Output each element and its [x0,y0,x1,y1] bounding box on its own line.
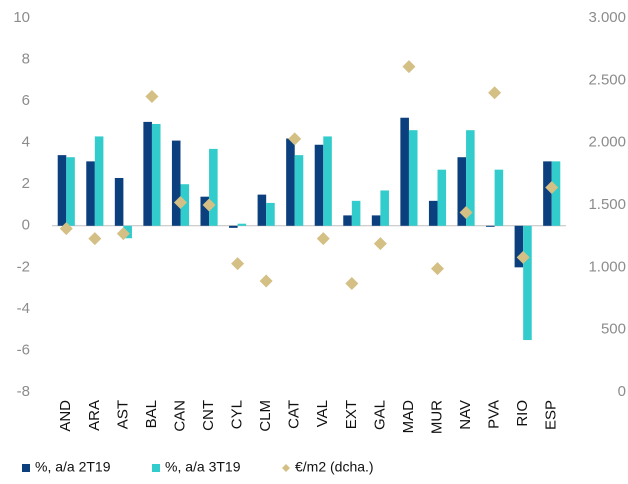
bar [229,225,238,228]
x-tick-label: AND [57,400,74,432]
bar [466,130,475,226]
bar [294,155,304,226]
x-tick-label: BAL [143,400,160,428]
diamond [202,198,216,212]
y-tick-label: -6 [17,341,30,358]
bar [114,177,124,226]
x-tick-label: CNT [200,400,217,431]
bar [209,148,218,226]
x-tick-label: CLM [257,400,274,432]
bar [314,144,324,226]
diamond [231,257,245,271]
bar [257,194,267,226]
y2-tick-label: 2.500 [588,71,626,88]
bar [86,161,95,226]
x-tick-label: CYL [229,400,246,429]
y-tick-label: -4 [17,300,30,317]
y2-tick-label: 1.000 [588,258,626,275]
x-tick-label: PVA [486,400,503,429]
bar [237,223,247,226]
diamond [373,237,387,251]
legend-label: %, a/a 3T19 [165,459,241,475]
x-tick-label: GAL [371,400,388,430]
bar [323,136,332,226]
y2-tick-label: 0 [618,383,626,400]
diamond [174,196,187,210]
bar [494,169,504,226]
x-tick-label: NAV [457,400,474,430]
legend-swatch [22,464,30,472]
x-tick-label: AST [114,400,131,429]
y2-tick-label: 2.000 [588,134,626,151]
diamond [316,232,330,246]
bar [66,157,75,226]
bar [266,202,275,226]
x-tick-label: MUR [428,400,445,434]
bar [286,138,295,226]
diamond [88,232,102,246]
x-tick-label: ARA [86,400,103,431]
bar [457,157,467,226]
diamond [259,274,273,288]
bar [437,169,447,226]
diamond [545,181,559,195]
bar [380,190,389,226]
bar [151,123,161,226]
y-tick-label: -2 [17,258,30,275]
x-tick-label: EXT [343,400,360,429]
diamond [116,227,130,241]
legend-label: %, a/a 2T19 [35,459,111,475]
y2-tick-label: 3.000 [588,9,626,26]
bar [486,225,495,227]
bar [514,225,524,268]
bar [200,196,210,226]
x-tick-label: MAD [400,400,417,434]
legend-swatch [152,464,160,472]
y-tick-label: 2 [22,175,30,192]
bar [143,121,152,226]
y-tick-label: 10 [13,9,30,26]
bar [551,161,561,226]
bar [408,130,418,226]
x-tick-label: CAT [286,400,303,429]
bar [523,225,532,341]
bar [180,184,190,226]
legend-label: €/m2 (dcha.) [295,459,374,475]
bar [428,200,438,226]
bar [371,215,381,226]
diamond [345,277,359,291]
diamond [516,250,530,264]
diamond [488,86,502,100]
bar [94,136,104,226]
diamond [402,60,416,74]
y-tick-label: -8 [17,383,30,400]
bar [400,117,409,226]
y-tick-label: 6 [22,92,30,109]
diamond [431,262,444,276]
bar [543,161,552,226]
x-tick-label: VAL [314,400,331,427]
x-tick-label: ESP [543,400,560,430]
y-tick-label: 8 [22,51,30,68]
diamond [59,222,73,236]
y-tick-label: 0 [22,217,30,234]
diamond [145,90,159,104]
x-tick-label: RIO [514,400,531,427]
bar [351,200,361,226]
y2-tick-label: 1.500 [588,196,626,213]
diamond [288,132,302,146]
bar [57,155,67,226]
y-tick-label: 4 [22,134,30,151]
bar [343,215,352,226]
legend-swatch [282,464,290,472]
diamond [459,205,473,219]
x-tick-label: CAN [171,400,188,432]
y2-tick-label: 500 [601,321,626,338]
bar [171,140,181,226]
